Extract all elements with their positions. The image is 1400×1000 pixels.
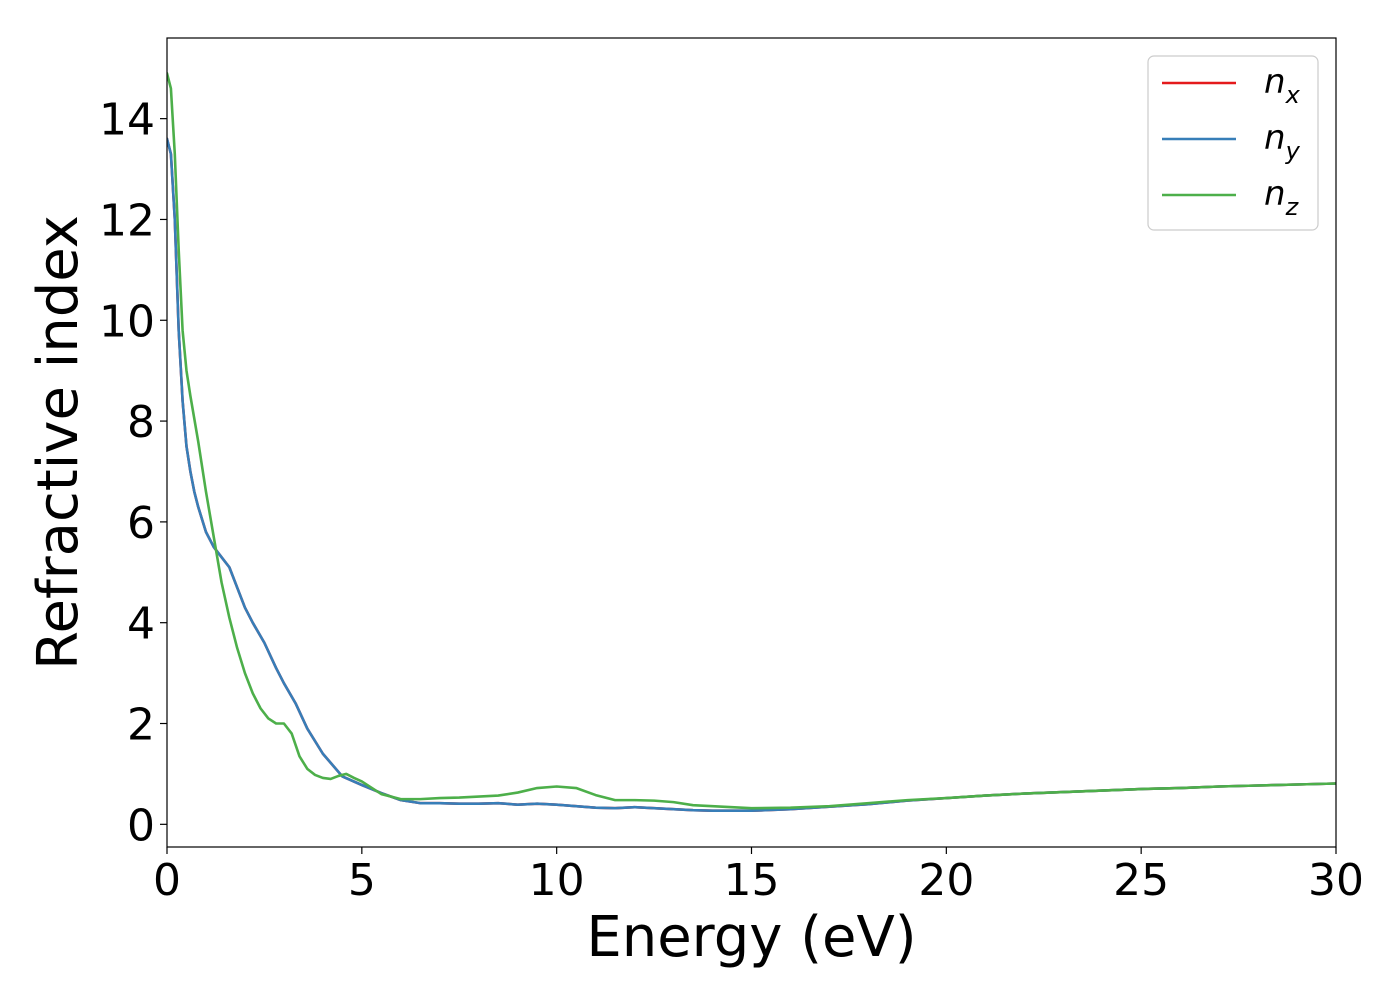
y-tick-label: 2 [127, 700, 155, 751]
x-tick-label: 30 [1308, 855, 1364, 906]
x-tick-label: 5 [348, 855, 376, 906]
legend-label: nz [1264, 174, 1300, 221]
legend-label: ny [1264, 118, 1301, 165]
x-tick-label: 25 [1113, 855, 1169, 906]
y-tick-label: 14 [99, 95, 155, 146]
legend-box [1147, 55, 1319, 231]
series-layer [167, 71, 1336, 813]
x-axis-ticks: 0 5 10 15 20 25 30 [153, 847, 1364, 906]
y-tick-label: 12 [99, 195, 155, 246]
x-axis-label: Energy (eV) [586, 905, 916, 970]
y-tick-label: 6 [127, 498, 155, 549]
x-tick-label: 10 [529, 855, 585, 906]
x-tick-label: 0 [153, 855, 181, 906]
legend-label: nx [1264, 62, 1301, 109]
y-tick-label: 4 [127, 599, 155, 650]
series-line-n-y [167, 137, 1336, 813]
series-line-n-x [167, 137, 1336, 813]
y-axis-label: Refractive index [26, 215, 91, 670]
x-tick-label: 15 [724, 855, 780, 906]
y-tick-label: 8 [127, 397, 155, 448]
y-tick-label: 0 [127, 800, 155, 851]
series-line-n-z [167, 71, 1336, 810]
x-tick-label: 20 [918, 855, 974, 906]
y-axis-ticks: 0 2 4 6 8 10 12 14 [99, 95, 167, 851]
y-tick-label: 10 [99, 296, 155, 347]
legend: nx ny nz [1147, 55, 1319, 231]
